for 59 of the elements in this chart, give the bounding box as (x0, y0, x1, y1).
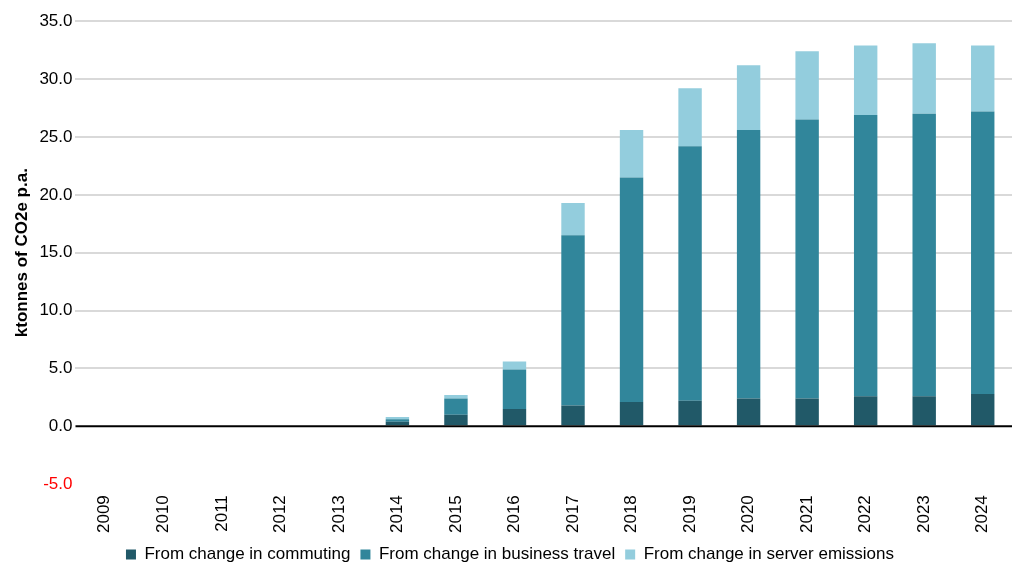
x-tick-label: 2009 (94, 495, 114, 534)
y-tick-label: 10.0 (39, 300, 73, 320)
x-tick-label: 2019 (679, 495, 699, 534)
y-tick-label: 20.0 (39, 184, 73, 204)
bar (795, 119, 819, 399)
bar (971, 111, 995, 394)
bar (502, 369, 527, 409)
bar (561, 235, 585, 406)
x-tick-label: 2010 (152, 495, 172, 534)
x-tick-label: 2015 (445, 495, 465, 534)
y-tick-label: 30.0 (39, 68, 73, 88)
bar (444, 398, 468, 415)
bar (561, 202, 585, 236)
x-tick-label: 2020 (738, 495, 758, 534)
bar (444, 395, 468, 399)
x-tick-label: 2014 (387, 495, 407, 534)
legend-label: From change in server emissions (643, 544, 895, 564)
bar (678, 146, 702, 401)
bar (502, 361, 527, 370)
legend-label: From change in business travel (378, 544, 616, 564)
bar (971, 45, 995, 112)
bar (795, 51, 819, 120)
x-tick-label: 2021 (796, 495, 816, 534)
bar (853, 45, 878, 115)
bar (619, 402, 644, 426)
x-tick-label: 2016 (504, 495, 524, 534)
x-tick-label: 2018 (621, 495, 641, 534)
bar (912, 396, 936, 426)
bar (912, 113, 936, 397)
bar (678, 400, 702, 426)
bar (678, 88, 702, 147)
x-tick-label: 2013 (328, 495, 348, 534)
x-tick-label: 2022 (855, 495, 875, 534)
bar (912, 43, 936, 114)
bar (736, 398, 761, 426)
bar (502, 408, 527, 426)
x-tick-label: 2012 (270, 495, 290, 534)
bar (736, 65, 761, 130)
x-tick-label: 2023 (913, 495, 933, 534)
bar (619, 177, 644, 402)
bar (561, 405, 585, 426)
bar (444, 414, 468, 426)
y-tick-label: -5.0 (43, 473, 73, 493)
x-tick-label: 2011 (211, 495, 231, 532)
bar (853, 396, 878, 426)
y-tick-label: 15.0 (39, 242, 73, 262)
y-axis-title: ktonnes of CO2e p.a. (11, 168, 31, 338)
bar (853, 114, 878, 397)
y-tick-label: 25.0 (39, 126, 73, 146)
bar (736, 130, 761, 399)
bar (619, 130, 644, 178)
bar (971, 393, 995, 426)
y-tick-label: 5.0 (48, 358, 73, 378)
bar (795, 398, 819, 426)
y-tick-label: 35.0 (39, 10, 73, 30)
legend-label: From change in commuting (144, 544, 351, 564)
x-tick-label: 2024 (972, 495, 992, 534)
x-tick-label: 2017 (562, 495, 582, 534)
y-tick-label: 0.0 (48, 416, 73, 435)
